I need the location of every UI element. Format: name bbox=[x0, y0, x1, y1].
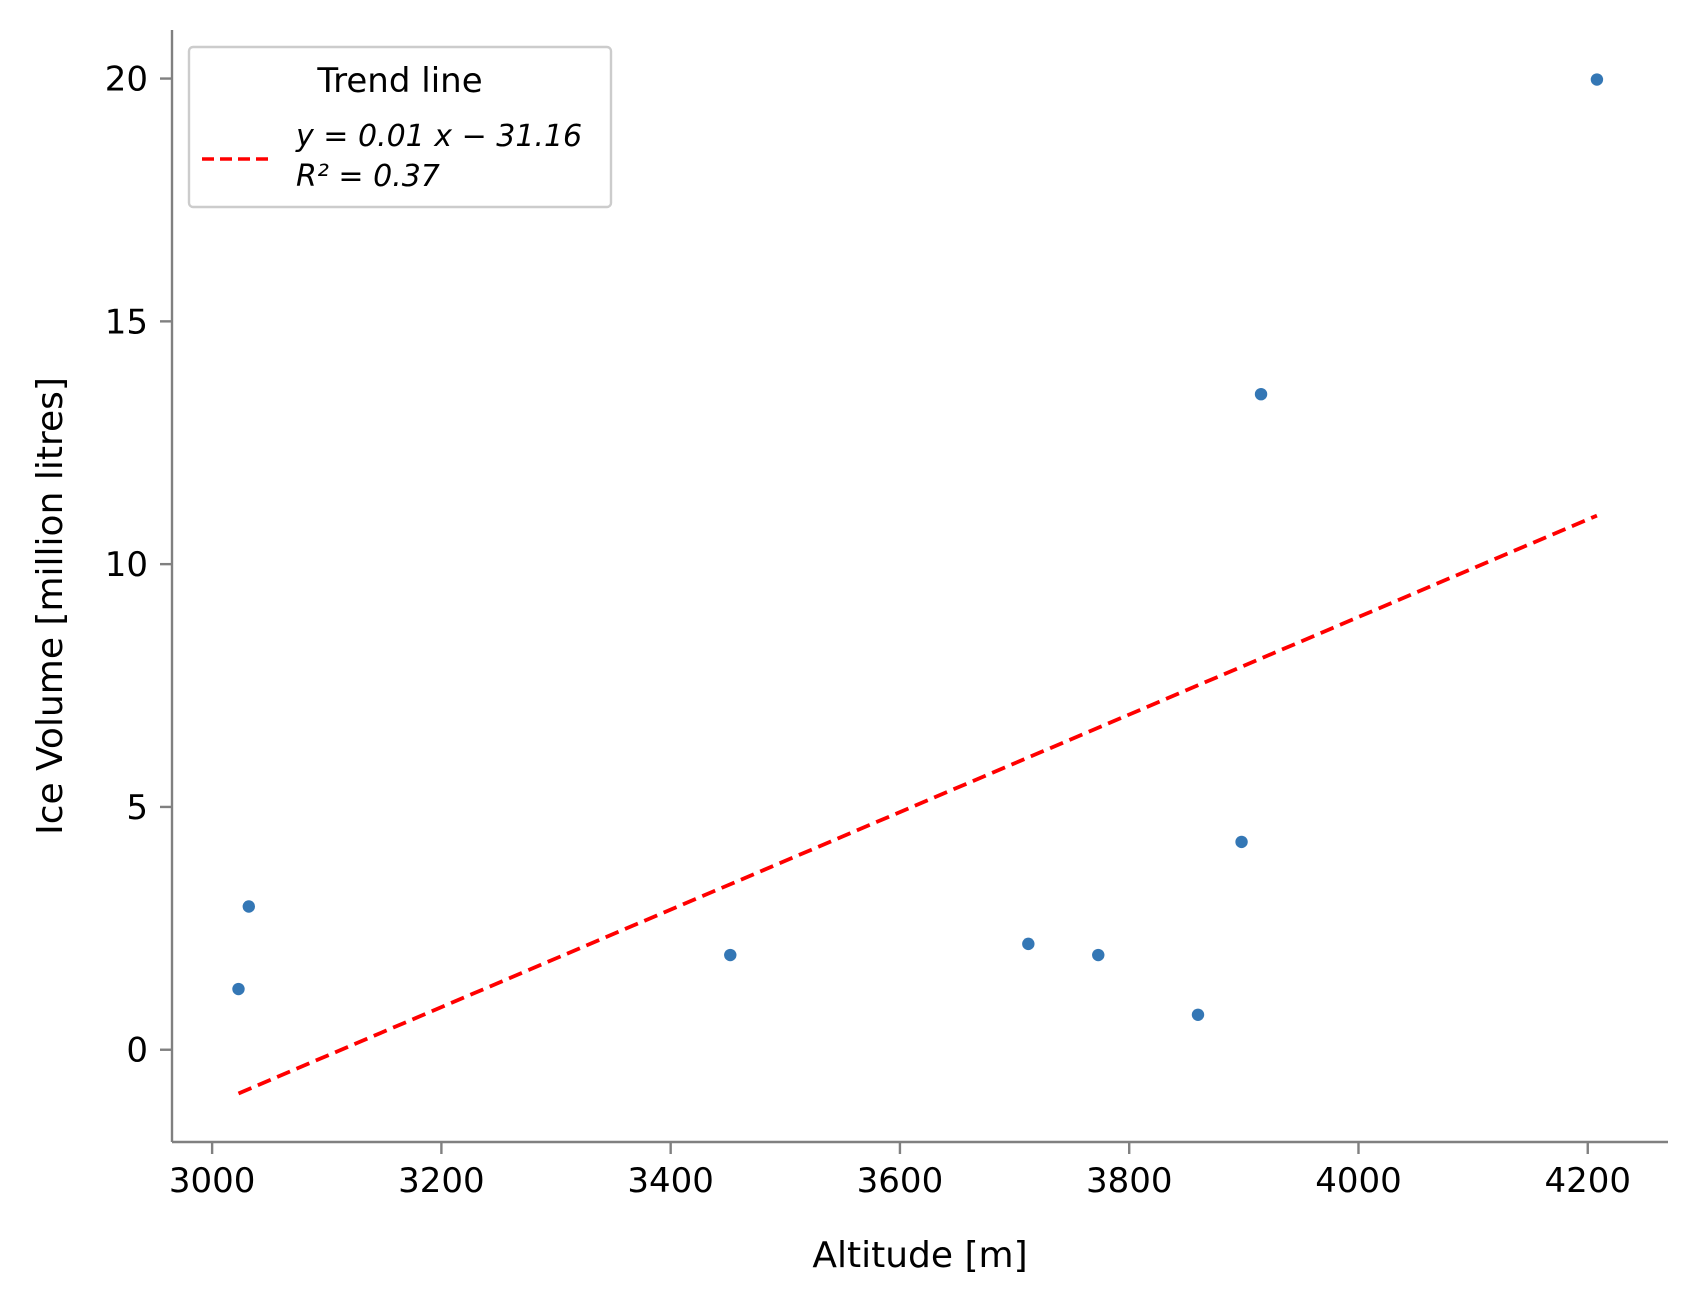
data-point bbox=[724, 948, 737, 962]
y-tick-label: 0 bbox=[126, 1031, 148, 1071]
x-tick-label: 3600 bbox=[857, 1161, 944, 1201]
points-layer bbox=[232, 73, 1604, 1021]
x-axis-label: Altitude [m] bbox=[812, 1235, 1027, 1276]
data-point bbox=[1254, 387, 1268, 401]
trend-layer bbox=[237, 513, 1598, 1096]
y-tick-label: 5 bbox=[126, 788, 148, 828]
legend-equation: y = 0.01 x − 31.16 bbox=[295, 119, 582, 154]
trend-line bbox=[237, 513, 1598, 1096]
x-tick-label: 3400 bbox=[627, 1161, 714, 1201]
x-tick-label: 3800 bbox=[1086, 1161, 1173, 1201]
y-axis-label: Ice Volume [million litres] bbox=[30, 377, 71, 835]
legend-title: Trend line bbox=[316, 61, 482, 101]
data-point bbox=[1092, 948, 1105, 962]
axes bbox=[170, 30, 1668, 1144]
data-point bbox=[242, 900, 256, 913]
y-tick-label: 15 bbox=[105, 302, 148, 342]
data-point bbox=[232, 982, 245, 996]
y-tick-label: 20 bbox=[105, 60, 148, 100]
data-point bbox=[1191, 1008, 1205, 1021]
y-ticks: 0 5 10 15 20 bbox=[105, 60, 172, 1071]
legend-box bbox=[187, 45, 613, 209]
data-point bbox=[1235, 835, 1248, 849]
data-point bbox=[1590, 73, 1604, 86]
legend-r-squared: R² = 0.37 bbox=[296, 159, 440, 194]
data-point bbox=[1022, 937, 1035, 951]
x-ticks: 3000 3200 3400 3600 3800 4000 4200 bbox=[169, 1142, 1631, 1201]
x-tick-label: 4000 bbox=[1315, 1161, 1402, 1201]
x-tick-label: 4200 bbox=[1544, 1161, 1631, 1201]
legend: Trend line y = 0.01 x − 31.16 R² = 0.37 bbox=[187, 45, 613, 209]
x-tick-label: 3000 bbox=[169, 1161, 256, 1201]
y-tick-label: 10 bbox=[105, 545, 148, 585]
x-tick-label: 3200 bbox=[398, 1161, 485, 1201]
